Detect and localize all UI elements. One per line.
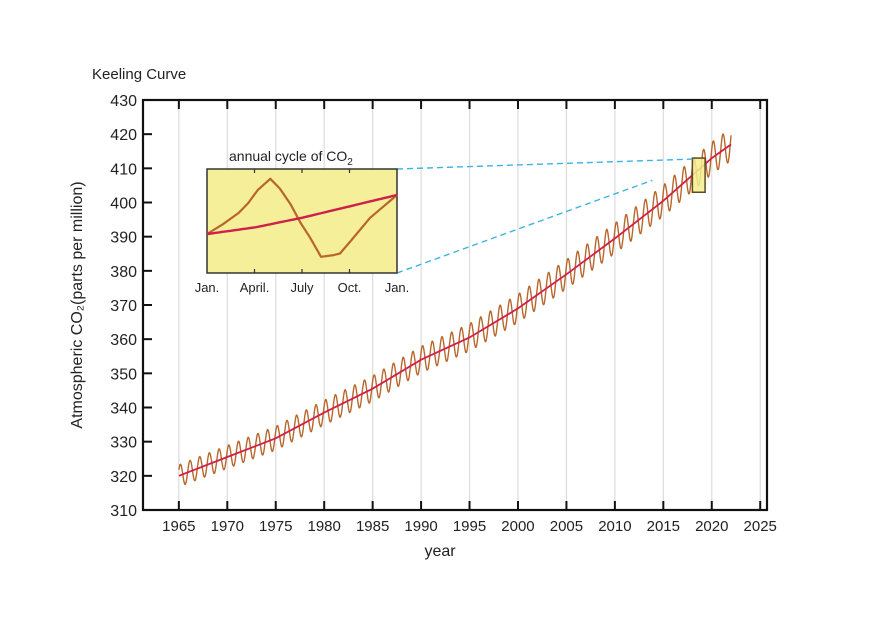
inset-x-label: Jan. (385, 280, 410, 295)
y-tick-label: 320 (110, 469, 137, 486)
y-tick-label: 360 (110, 332, 137, 349)
inset-title-text: annual cycle of CO (229, 148, 347, 164)
x-tick-label: 2010 (598, 518, 631, 535)
y-tick-label: 410 (110, 161, 137, 178)
x-axis-title: year (424, 543, 456, 560)
x-tick-label: 1990 (404, 518, 437, 535)
x-tick-label: 1975 (259, 518, 292, 535)
y-tick-label: 380 (110, 264, 137, 281)
x-tick-label: 1970 (211, 518, 244, 535)
x-tick-label: 1995 (453, 518, 486, 535)
y-axis: 310 320 330 340 350 360 370 380 390 400 410 420 430 (110, 93, 152, 520)
x-tick-label: 2000 (501, 518, 534, 535)
inset-title-subscript: 2 (347, 157, 353, 168)
y-tick-label: 330 (110, 435, 137, 452)
inset-connectors (396, 158, 693, 274)
x-tick-label: 1980 (308, 518, 341, 535)
y-tick-label: 340 (110, 401, 137, 418)
highlight-box (691, 157, 706, 193)
x-tick-label: 2005 (550, 518, 583, 535)
y-tick-label: 390 (110, 230, 137, 247)
inset-trend-line (206, 193, 398, 236)
connector-line-bottom (396, 179, 653, 274)
inset-annual-cycle: annual cycle of CO2 Jan. April. July Oct. Ja… (195, 148, 410, 295)
y-tick-label: 310 (110, 503, 137, 520)
inset-frame (206, 168, 398, 274)
y-tick-label: 400 (110, 196, 137, 213)
y-tick-label: 430 (110, 93, 137, 110)
connector-line-top (396, 158, 693, 170)
inset-seasonal-line (206, 177, 398, 258)
trend-co2-line (178, 143, 732, 477)
inset-x-label: July (290, 280, 314, 295)
y-tick-label: 420 (110, 127, 137, 144)
chart-title: Keeling Curve (92, 66, 186, 83)
x-tick-label: 1965 (162, 518, 195, 535)
y-tick-label: 370 (110, 298, 137, 315)
x-tick-label: 2025 (744, 518, 777, 535)
y-tick-label: 350 (110, 366, 137, 383)
inset-title: annual cycle of CO2 (229, 148, 353, 168)
inset-x-label: Jan. (195, 280, 220, 295)
inset-x-label: Oct. (338, 280, 362, 295)
x-tick-label: 1985 (356, 518, 389, 535)
monthly-co2-line (178, 133, 732, 486)
x-axis: 1965 1970 1975 1980 1985 1990 1995 2000 2005 2010… (162, 100, 777, 535)
x-tick-label: 2015 (647, 518, 680, 535)
series-layer (178, 133, 732, 486)
x-tick-label: 2020 (695, 518, 728, 535)
inset-x-label: April. (240, 280, 270, 295)
y-axis-title: Atmospheric CO₂(parts per million) (69, 181, 86, 428)
